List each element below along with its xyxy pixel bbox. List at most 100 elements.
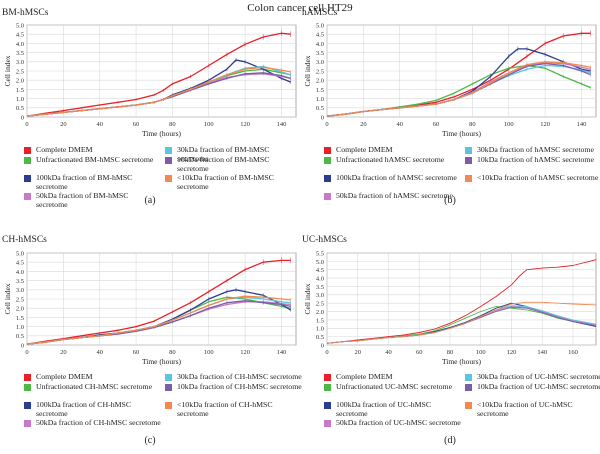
legend-label: <10kDa fraction of UC-hMSC secretome — [477, 400, 573, 418]
y-tick-label: 1.0 — [316, 326, 324, 333]
y-tick-label: 2.0 — [316, 78, 324, 85]
legend-swatch — [24, 374, 31, 381]
y-tick-label: 1.0 — [16, 324, 24, 331]
x-tick-label: 0 — [25, 349, 28, 356]
x-tick-label: 40 — [385, 349, 392, 356]
legend-swatch — [24, 157, 31, 164]
series-line — [326, 61, 591, 117]
legend-swatch — [165, 402, 172, 409]
panel-caption: (d) — [444, 435, 456, 446]
x-tick-label: 80 — [169, 121, 176, 128]
y-tick-label: 0.5 — [16, 333, 24, 340]
legend-label: <10kDa fraction of BM-hMSC secretome — [177, 173, 274, 191]
legend-swatch — [465, 402, 472, 409]
series-line — [26, 259, 291, 345]
legend-label: Unfractionated BM-hMSC secretome — [36, 155, 154, 164]
y-tick-label: 4.0 — [316, 275, 324, 282]
y-tick-label: 1.5 — [316, 87, 324, 94]
y-tick-label: 3.0 — [316, 292, 324, 299]
x-tick-label: 60 — [133, 121, 140, 128]
legend-label: Complete DMEM — [336, 145, 393, 154]
x-tick-label: 100 — [204, 121, 214, 128]
x-tick-label: 80 — [447, 349, 454, 356]
y-tick-label: 4.5 — [316, 267, 324, 274]
x-tick-label: 20 — [60, 121, 67, 128]
legend-label: Complete DMEM — [336, 372, 393, 381]
y-tick-label: 2.5 — [316, 301, 324, 308]
legend-label: 30kDa fraction of UC-hMSC secretome — [477, 372, 600, 381]
y-tick-label: 4.0 — [16, 269, 24, 276]
x-tick-label: 20 — [360, 121, 367, 128]
x-tick-label: 60 — [433, 121, 440, 128]
x-tick-label: 0 — [325, 349, 328, 356]
legend-swatch — [24, 402, 31, 409]
legend-label: 30kDa fraction of CH-hMSC secretome — [177, 372, 302, 381]
legend-label: Unfractionated hAMSC secretome — [336, 155, 445, 164]
legend-label: 100kDa fraction of UC-hMSC secretome — [336, 400, 432, 418]
y-tick-label: 5.0 — [316, 22, 324, 29]
y-tick-label: 5.0 — [316, 259, 324, 266]
y-tick-label: 2.0 — [16, 306, 24, 313]
legend-swatch — [165, 374, 172, 381]
legend-swatch — [165, 157, 172, 164]
y-tick-label: 2.5 — [316, 68, 324, 75]
x-tick-label: 60 — [416, 349, 423, 356]
x-tick-label: 120 — [507, 349, 517, 356]
panel-title: UC-hMSCs — [302, 235, 347, 245]
x-tick-label: 140 — [277, 121, 287, 128]
series-line — [326, 259, 597, 344]
y-tick-label: 1.5 — [16, 315, 24, 322]
legend-swatch — [324, 193, 331, 200]
y-tick-label: 3.5 — [316, 284, 324, 291]
legend-swatch — [24, 420, 31, 427]
legend-label: 10kDa fraction of BM-hMSC secretome — [177, 155, 270, 173]
x-tick-label: 160 — [568, 349, 578, 356]
plot-area — [326, 252, 597, 346]
x-tick-label: 0 — [25, 121, 28, 128]
y-tick-label: 3.5 — [316, 50, 324, 57]
legend-swatch — [324, 175, 331, 182]
figure-title: Colon cancer cell HT29 — [247, 2, 353, 14]
legend-label: 100kDa fraction of BM-hMSC secretome — [36, 173, 133, 191]
legend-swatch — [465, 147, 472, 154]
legend-label: Complete DMEM — [36, 372, 93, 381]
plot-d: 00.51.01.52.02.53.03.54.04.55.05.50 20 40 6… — [303, 250, 597, 366]
panel-c: CH-hMSCs Complete DMEM Unfractionated CH-… — [0, 227, 302, 454]
y-tick-label: 5.5 — [316, 250, 324, 257]
y-tick-label: 4.5 — [16, 32, 24, 39]
x-tick-label: 140 — [577, 121, 587, 128]
legend-swatch — [465, 175, 472, 182]
x-tick-label: 120 — [240, 349, 250, 356]
y-tick-label: 0 — [321, 342, 324, 349]
legend-label: 50kDa fraction of hAMSC secretome — [336, 191, 453, 200]
x-tick-label: 120 — [240, 121, 250, 128]
legend-swatch — [24, 384, 31, 391]
y-tick-label: 1.5 — [16, 87, 24, 94]
y-axis-label: Cell index — [3, 283, 12, 314]
y-tick-label: 3.0 — [16, 59, 24, 66]
x-tick-label: 140 — [277, 349, 287, 356]
legend-label: Complete DMEM — [36, 145, 93, 154]
legend-swatch — [324, 147, 331, 154]
panel-b: hAMSCs Complete DMEM Unfractionated hAMSC… — [300, 0, 600, 227]
legend-label: Unfractionated UC-hMSC secretome — [336, 382, 453, 391]
y-tick-label: 2.0 — [316, 309, 324, 316]
legend-swatch — [465, 374, 472, 381]
y-tick-label: 4.0 — [316, 41, 324, 48]
plot-b: 0 0.5 1.0 1.5 2.0 2.5 3.0 3.5 4.0 4.5 5.0 0 20 40 60 80… — [303, 22, 597, 138]
series-line — [26, 295, 291, 345]
y-tick-label: 2.5 — [16, 68, 24, 75]
panel-a: BM-hMSCs Complete DMEM Unfractionated BM-… — [0, 0, 300, 227]
panel-title: CH-hMSCs — [2, 235, 47, 245]
legend-swatch — [24, 147, 31, 154]
panel-caption: (b) — [444, 195, 456, 206]
series-line — [26, 66, 291, 117]
y-axis-label: Cell index — [303, 55, 312, 86]
y-axis-label: Cell index — [3, 55, 12, 86]
legend-label: 50kDa fraction of UC-hMSC secretome — [336, 418, 461, 427]
panel-d: UC-hMSCs Complete DMEM Unfractionated UC-… — [300, 227, 600, 454]
y-tick-label: 0 — [21, 342, 24, 349]
y-tick-label: 0 — [321, 114, 324, 121]
legend-label: 10kDa fraction of hAMSC secretome — [477, 155, 594, 164]
